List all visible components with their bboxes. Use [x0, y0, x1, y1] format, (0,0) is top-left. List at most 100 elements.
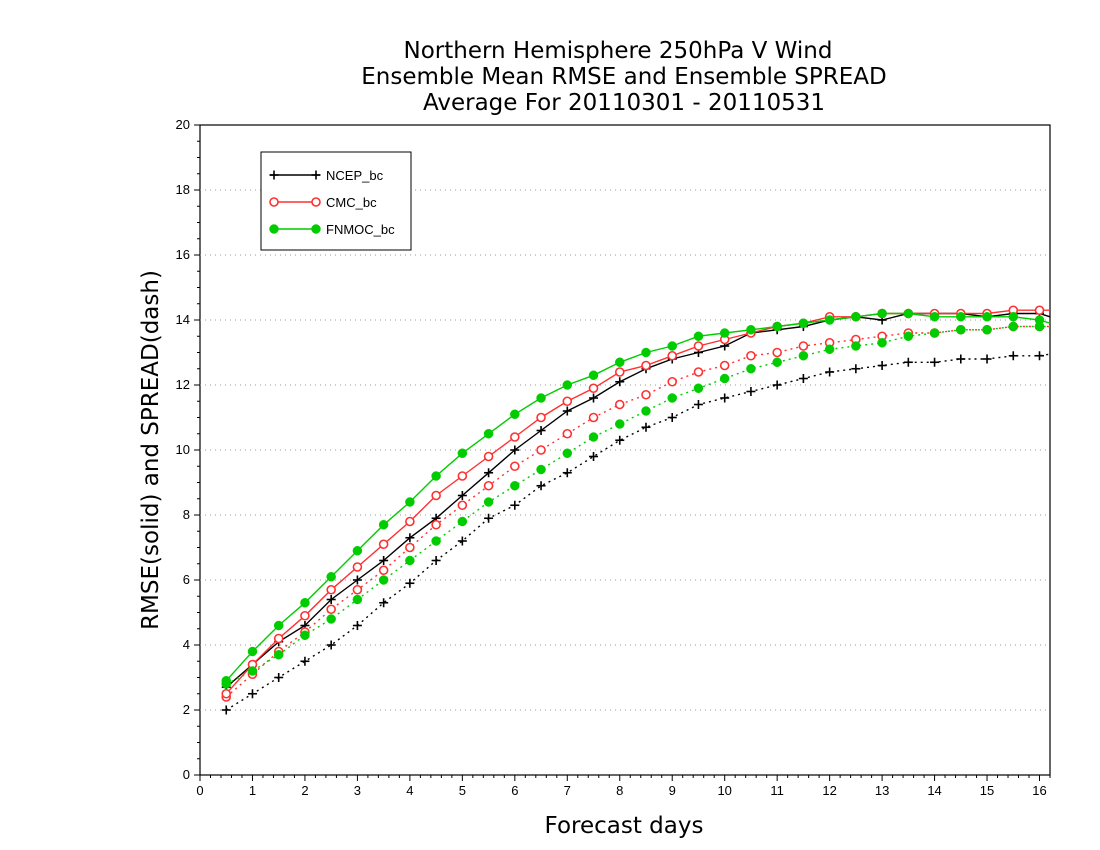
ncep-bc-spread-point — [352, 621, 362, 630]
fnmoc-bc-spread-point — [746, 364, 756, 374]
x-tick-label: 1 — [249, 783, 256, 798]
fnmoc-bc-spread-point — [326, 614, 336, 624]
y-tick-label: 8 — [183, 507, 190, 522]
x-tick-label: 3 — [354, 783, 361, 798]
ncep-bc-spread-point — [772, 380, 782, 390]
fnmoc-bc-rmse-point — [588, 370, 599, 380]
fnmoc-bc-spread-point — [851, 341, 861, 351]
ncep-bc-spread-point — [536, 481, 546, 491]
fnmoc-bc-rmse-point — [352, 546, 363, 556]
fnmoc-bc-spread-point — [824, 344, 835, 354]
legend-marker-ncep-bc — [311, 170, 321, 180]
cmc-bc-spread-point — [405, 542, 415, 553]
cmc-bc-spread-point — [798, 341, 809, 351]
ncep-bc-spread-point — [221, 705, 231, 715]
fnmoc-bc-rmse-point — [615, 357, 625, 367]
cmc-bc-rmse-point — [588, 383, 599, 394]
fnmoc-bc-spread-point — [352, 594, 363, 605]
fnmoc-bc-rmse-point — [510, 409, 520, 419]
cmc-bc-rmse-point — [510, 432, 520, 442]
cmc-bc-spread-point — [352, 584, 363, 595]
fnmoc-bc-rmse-point — [719, 328, 730, 338]
fnmoc-bc-spread-point — [247, 666, 258, 676]
fnmoc-bc-rmse-point — [929, 312, 940, 322]
fnmoc-bc-spread-point — [615, 419, 625, 429]
y-tick-label: 12 — [176, 377, 190, 392]
y-tick-label: 0 — [183, 767, 190, 782]
fnmoc-bc-rmse-point — [693, 331, 704, 341]
legend-label-fnmoc-bc: FNMOC_bc — [326, 222, 395, 237]
ncep-bc-spread-point — [457, 536, 467, 546]
fnmoc-bc-rmse-line — [225, 312, 1051, 682]
cmc-bc-rmse-point — [641, 360, 651, 371]
cmc-bc-rmse-point — [352, 562, 363, 572]
cmc-bc-rmse-point — [221, 688, 232, 699]
ncep-bc-spread-point — [982, 354, 992, 364]
ncep-bc-spread-point — [615, 435, 625, 445]
fnmoc-bc-spread-point — [877, 338, 887, 348]
cmc-bc-spread-point — [772, 347, 782, 358]
fnmoc-bc-rmse-point — [247, 646, 258, 657]
ncep-bc-rmse-line — [225, 312, 1051, 688]
ncep-bc-rmse-point — [615, 377, 625, 387]
cmc-bc-rmse-point — [1034, 305, 1045, 316]
ncep-bc-spread-line — [225, 353, 1051, 711]
ncep-bc-spread-point — [589, 452, 599, 461]
fnmoc-bc-rmse-point — [378, 520, 389, 530]
ncep-bc-spread-point — [326, 640, 336, 650]
ncep-bc-rmse-point — [405, 533, 415, 543]
fnmoc-bc-spread-point — [772, 357, 782, 367]
cmc-bc-spread-point — [641, 389, 651, 400]
fnmoc-bc-rmse-point — [772, 321, 782, 332]
legend: NCEP_bc CMC_bc FNMOC_bc — [260, 151, 412, 251]
cmc-bc-spread-point — [693, 367, 704, 377]
x-tick-label: 6 — [511, 783, 518, 798]
ncep-bc-spread-point — [851, 364, 861, 374]
ncep-bc-rmse-point — [536, 426, 546, 435]
cmc-bc-spread-point — [510, 461, 520, 472]
grid-lines — [200, 189, 1050, 711]
ncep-bc-spread-point — [746, 387, 756, 396]
ncep-bc-rmse-point — [510, 445, 520, 455]
fnmoc-bc-rmse-point — [457, 448, 468, 458]
cmc-bc-rmse-point — [562, 396, 573, 407]
fnmoc-bc-spread-point — [667, 393, 677, 403]
ncep-bc-rmse-point — [589, 393, 599, 403]
ncep-bc-spread-point — [903, 357, 913, 367]
fnmoc-bc-rmse-point — [877, 308, 887, 319]
ncep-bc-spread-point — [693, 400, 703, 409]
fnmoc-bc-rmse-point — [903, 308, 914, 319]
ncep-bc-rmse-point — [484, 468, 494, 478]
ncep-bc-spread-point — [562, 468, 572, 478]
x-tick-label: 13 — [875, 783, 889, 798]
x-tick-label: 0 — [196, 783, 203, 798]
chart-subtitle: Ensemble Mean RMSE and Ensemble SPREAD — [361, 64, 886, 90]
y-tick-label: 16 — [176, 247, 190, 262]
fnmoc-bc-spread-point — [273, 650, 284, 660]
x-tick-label: 14 — [927, 783, 941, 798]
ncep-bc-rmse-point — [379, 556, 389, 565]
ncep-bc-spread-point — [956, 354, 966, 364]
ncep-bc-spread-point — [405, 578, 415, 588]
fnmoc-bc-rmse-point — [641, 347, 651, 358]
x-tick-label: 2 — [301, 783, 308, 798]
fnmoc-bc-rmse-point — [851, 312, 861, 322]
fnmoc-bc-rmse-point — [982, 312, 992, 322]
fnmoc-bc-rmse-point — [956, 312, 966, 322]
chart-title: Northern Hemisphere 250hPa V Wind — [404, 38, 833, 64]
cmc-bc-rmse-line — [225, 309, 1050, 695]
legend-label-ncep-bc: NCEP_bc — [326, 168, 384, 183]
cmc-bc-spread-point — [588, 412, 599, 423]
fnmoc-bc-spread-line — [225, 325, 1050, 685]
y-tick-label: 6 — [183, 572, 190, 587]
fnmoc-bc-spread-point — [588, 432, 599, 442]
y-tick-label: 14 — [176, 312, 190, 327]
chart-period: Average For 20110301 - 20110531 — [423, 90, 825, 116]
y-tick-label: 20 — [176, 117, 190, 132]
fnmoc-bc-rmse-point — [483, 429, 494, 439]
ncep-bc-spread-point — [431, 556, 441, 565]
cmc-bc-spread-point — [378, 565, 389, 576]
fnmoc-bc-rmse-point — [1008, 312, 1019, 322]
cmc-bc-spread-point — [614, 399, 625, 410]
series-layer — [221, 305, 1051, 715]
